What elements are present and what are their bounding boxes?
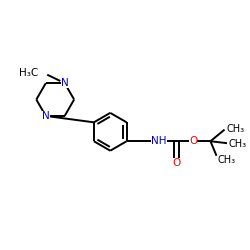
Text: H₃C: H₃C xyxy=(19,68,38,78)
Text: NH: NH xyxy=(151,136,167,146)
Text: O: O xyxy=(189,136,197,146)
Text: CH₃: CH₃ xyxy=(218,155,236,165)
Text: O: O xyxy=(172,158,181,168)
Text: N: N xyxy=(61,78,68,88)
Text: N: N xyxy=(42,111,50,121)
Text: CH₃: CH₃ xyxy=(226,124,244,134)
Text: CH₃: CH₃ xyxy=(229,139,247,149)
